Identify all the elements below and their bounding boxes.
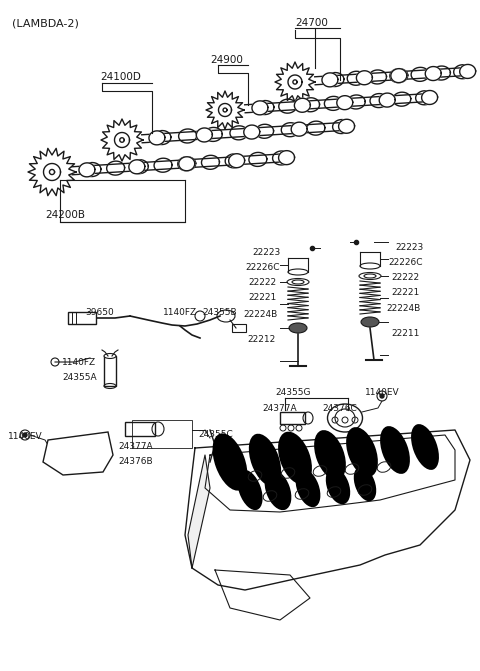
Ellipse shape xyxy=(264,470,291,510)
Text: 24100D: 24100D xyxy=(100,72,141,82)
Polygon shape xyxy=(421,91,438,105)
Bar xyxy=(232,324,246,332)
Text: 24376B: 24376B xyxy=(118,457,153,466)
Text: 1140FZ: 1140FZ xyxy=(163,308,197,317)
Polygon shape xyxy=(188,455,210,568)
Text: 22226C: 22226C xyxy=(388,258,422,267)
Polygon shape xyxy=(322,73,338,87)
Polygon shape xyxy=(391,68,407,83)
Text: 22211: 22211 xyxy=(391,329,420,338)
Polygon shape xyxy=(379,93,395,107)
Text: 24200B: 24200B xyxy=(45,210,85,220)
Text: 24355B: 24355B xyxy=(202,308,237,317)
Ellipse shape xyxy=(380,426,410,474)
Ellipse shape xyxy=(296,469,320,507)
Text: 22224B: 22224B xyxy=(243,310,277,319)
Ellipse shape xyxy=(238,470,263,510)
Text: 24376C: 24376C xyxy=(322,404,357,413)
Text: 1140EV: 1140EV xyxy=(8,432,43,441)
Text: 22221: 22221 xyxy=(248,293,276,302)
Polygon shape xyxy=(252,101,268,115)
Ellipse shape xyxy=(278,431,312,484)
Polygon shape xyxy=(294,98,311,112)
Text: 24700: 24700 xyxy=(295,18,328,28)
Text: 24377A: 24377A xyxy=(118,442,153,451)
Text: 22223: 22223 xyxy=(395,243,423,252)
Text: 22222: 22222 xyxy=(248,278,276,287)
Bar xyxy=(68,312,96,324)
Text: (LAMBDA-2): (LAMBDA-2) xyxy=(12,18,79,28)
Ellipse shape xyxy=(314,430,346,480)
Circle shape xyxy=(23,433,27,437)
Polygon shape xyxy=(356,70,372,85)
Bar xyxy=(104,356,116,386)
Bar xyxy=(125,422,155,436)
Polygon shape xyxy=(425,66,441,81)
Text: 22224B: 22224B xyxy=(386,304,420,313)
Ellipse shape xyxy=(361,317,379,327)
Ellipse shape xyxy=(104,354,116,358)
Polygon shape xyxy=(149,131,165,145)
Polygon shape xyxy=(43,432,113,475)
Text: 24355A: 24355A xyxy=(62,373,96,382)
Polygon shape xyxy=(196,128,212,142)
Ellipse shape xyxy=(411,424,439,470)
Polygon shape xyxy=(291,122,307,136)
Text: 24355G: 24355G xyxy=(275,388,311,397)
Polygon shape xyxy=(244,125,260,139)
Ellipse shape xyxy=(213,433,247,491)
Text: 24377A: 24377A xyxy=(262,404,297,413)
Text: 22212: 22212 xyxy=(247,335,275,344)
Polygon shape xyxy=(338,119,355,134)
Text: 22226C: 22226C xyxy=(245,263,279,272)
Polygon shape xyxy=(460,64,476,79)
Circle shape xyxy=(380,394,384,398)
Ellipse shape xyxy=(289,323,307,333)
Polygon shape xyxy=(228,154,245,168)
Ellipse shape xyxy=(326,468,350,504)
Text: 24900: 24900 xyxy=(210,55,243,65)
Polygon shape xyxy=(185,430,470,590)
Bar xyxy=(280,412,305,424)
Text: 22222: 22222 xyxy=(391,273,419,282)
Text: 1140FZ: 1140FZ xyxy=(62,358,96,367)
Text: 22223: 22223 xyxy=(252,248,280,257)
Polygon shape xyxy=(79,163,95,177)
Text: 24355C: 24355C xyxy=(198,430,233,439)
Polygon shape xyxy=(337,96,353,109)
Text: 1140EV: 1140EV xyxy=(365,388,400,397)
Ellipse shape xyxy=(346,427,378,477)
Polygon shape xyxy=(129,160,145,174)
Ellipse shape xyxy=(354,467,376,501)
Polygon shape xyxy=(179,157,195,170)
Text: 22221: 22221 xyxy=(391,288,419,297)
Ellipse shape xyxy=(249,433,281,486)
Bar xyxy=(132,420,192,448)
Polygon shape xyxy=(278,151,295,164)
Text: 39650: 39650 xyxy=(85,308,114,317)
